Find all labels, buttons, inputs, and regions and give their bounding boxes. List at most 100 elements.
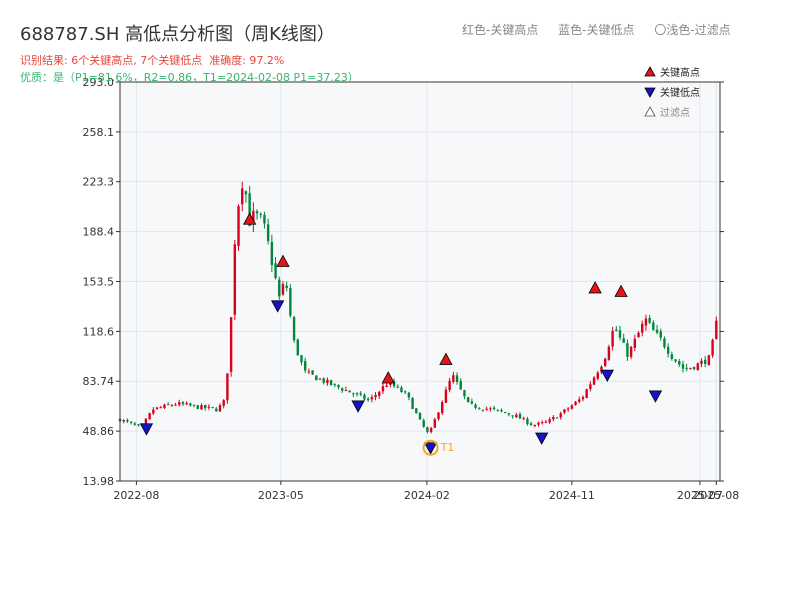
- key-low-marker: [351, 400, 365, 413]
- candle-body: [615, 329, 618, 331]
- candle-body: [470, 401, 474, 404]
- candle-body: [541, 422, 544, 424]
- candle-body: [263, 214, 266, 224]
- candle-body: [648, 317, 651, 323]
- candle-body: [359, 393, 362, 395]
- candle-body: [152, 409, 155, 414]
- candle-body: [192, 404, 196, 406]
- candle-body: [366, 399, 370, 401]
- legend-blue-text: 蓝色-关键低点: [558, 23, 635, 37]
- candle-body: [333, 383, 337, 385]
- candle-body: [337, 384, 340, 388]
- key-high-marker: [242, 212, 257, 225]
- candle-body: [518, 414, 522, 419]
- candle-body: [300, 355, 303, 363]
- accuracy-text: 准确度: 97.2%: [209, 54, 285, 67]
- key-low-marker: [648, 390, 663, 403]
- candle-body: [370, 397, 374, 400]
- candle-body: [559, 413, 562, 418]
- candle-body: [703, 359, 707, 364]
- candle-body: [211, 407, 214, 409]
- candle-body: [378, 391, 381, 396]
- page-title: 688787.SH 高低点分析图（周K线图）: [20, 24, 335, 45]
- candle-body: [266, 224, 270, 242]
- candle-body: [611, 330, 614, 347]
- candle-body: [148, 413, 151, 420]
- candle-body: [285, 285, 288, 289]
- legend-label: 关键高点: [660, 66, 700, 79]
- candle-body: [478, 408, 481, 410]
- candle-body: [270, 242, 274, 265]
- candle-body: [303, 361, 307, 371]
- candle-body: [344, 390, 348, 392]
- candle-body: [181, 402, 185, 405]
- candle-body: [355, 393, 359, 395]
- candle-body: [426, 427, 429, 432]
- key-low-marker: [535, 432, 549, 445]
- candle-body: [563, 409, 566, 413]
- candle-body: [166, 403, 170, 405]
- candle-body: [489, 408, 492, 410]
- candle-body: [137, 424, 140, 426]
- candle-body: [485, 408, 488, 410]
- candle-body: [411, 398, 414, 410]
- candle-body: [570, 405, 574, 409]
- candle-body: [652, 322, 655, 331]
- candle-body: [196, 405, 199, 409]
- candle-body: [674, 359, 677, 362]
- candle-body: [329, 380, 333, 385]
- y-tick-label: 13.98: [83, 475, 115, 488]
- candle-body: [592, 377, 596, 385]
- candle-body: [429, 428, 433, 432]
- candle-body: [274, 263, 277, 279]
- key-low-marker: [270, 300, 285, 313]
- candle-body: [244, 191, 248, 195]
- candle-body: [144, 418, 148, 425]
- candle-body: [474, 404, 477, 408]
- candle-body: [659, 331, 662, 338]
- legend-label: 过滤点: [660, 106, 690, 119]
- candle-body: [455, 375, 459, 382]
- candle-body: [633, 338, 637, 348]
- y-tick-label: 153.5: [83, 275, 115, 288]
- candle-body: [174, 404, 177, 406]
- x-tick-label: 2022-08: [113, 489, 159, 502]
- candle-body: [578, 399, 581, 402]
- candle-body: [711, 339, 714, 356]
- candle-body: [463, 390, 466, 397]
- candle-body: [707, 355, 711, 366]
- candle-body: [200, 405, 203, 410]
- candle-body: [326, 379, 329, 384]
- candle-body: [629, 346, 633, 357]
- candle-body: [663, 338, 666, 348]
- candle-body: [581, 397, 585, 400]
- candle-body: [126, 419, 129, 422]
- candle-body: [585, 389, 588, 398]
- legend-red-text: 红色-关键高点: [462, 23, 539, 37]
- candle-body: [533, 425, 537, 427]
- legend-marker-3: [644, 106, 656, 117]
- candle-body: [603, 358, 607, 366]
- candle-body: [226, 373, 229, 401]
- candle-body: [215, 408, 218, 412]
- quality-text: 优质：是（P1=81.6%，R2=0.86，T1=2024-02-08 P1=3…: [20, 71, 359, 84]
- candle-body: [466, 397, 470, 403]
- candle-body: [207, 406, 211, 408]
- key-high-marker: [614, 284, 628, 297]
- candle-body: [292, 317, 296, 341]
- key-low-marker: [600, 369, 614, 382]
- y-tick-label: 83.74: [83, 375, 115, 388]
- candle-body: [618, 330, 622, 338]
- candle-body: [392, 381, 396, 387]
- candle-body: [641, 323, 644, 333]
- key-high-marker: [276, 254, 290, 267]
- header-legend: 红色-关键高点 蓝色-关键低点 〇浅色-过滤点: [462, 21, 731, 38]
- t1-ring: [422, 439, 439, 456]
- candle-body: [448, 380, 451, 390]
- x-tick-label: 2025-08: [693, 489, 739, 502]
- candle-body: [433, 419, 437, 428]
- candle-body: [363, 394, 366, 400]
- key-low-marker: [139, 423, 154, 436]
- candle-body: [396, 386, 399, 388]
